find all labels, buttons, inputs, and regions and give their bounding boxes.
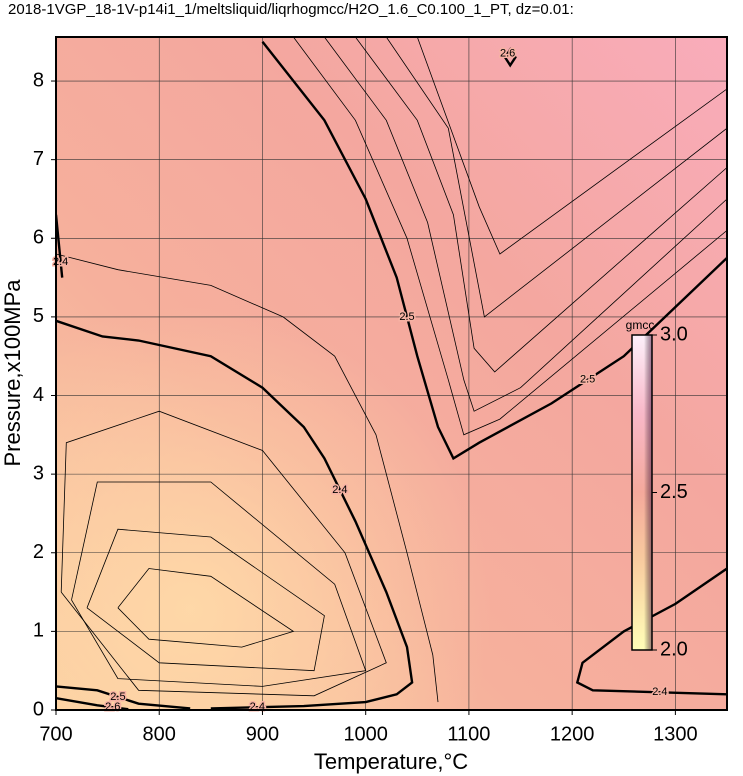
contour-label: 2.5 — [399, 311, 414, 323]
chart-title: 2018-1VGP_18-1V-p14i1_1/meltsliquid/liqr… — [8, 1, 574, 18]
contour-label: 2.5 — [580, 374, 595, 386]
contour-line — [355, 37, 727, 373]
x-tick-label: 800 — [143, 723, 176, 745]
contour-label: 2.6 — [105, 701, 120, 713]
x-tick-label: 1300 — [653, 723, 698, 745]
y-tick-label: 2 — [33, 541, 44, 563]
contour-label: 2.6 — [500, 47, 515, 59]
y-axis-title: Pressure,x100MPa — [0, 279, 25, 467]
y-tick-label: 5 — [33, 305, 44, 327]
colorbar-tick-label: 2.0 — [660, 638, 688, 660]
plot-frame — [55, 36, 728, 711]
y-tick-label: 7 — [33, 148, 44, 170]
x-axis-title: Temperature,°C — [314, 749, 468, 774]
contour-line — [117, 568, 295, 648]
colorbar-label: gmcc — [626, 318, 655, 332]
field-highlight — [56, 37, 727, 710]
contour-line — [56, 253, 439, 703]
x-tick-label: 700 — [39, 723, 72, 745]
x-tick-label: 900 — [246, 723, 279, 745]
y-tick-label: 8 — [33, 69, 44, 91]
contour-label: 2.4 — [652, 686, 667, 698]
contour-line — [385, 37, 727, 318]
y-tick-label: 3 — [33, 462, 44, 484]
contour-line — [56, 697, 129, 710]
contour-line — [56, 214, 64, 278]
y-tick-label: 0 — [33, 698, 44, 720]
contour-line — [71, 481, 367, 687]
colorbar-tick-label: 2.5 — [660, 481, 688, 503]
contour-line — [575, 567, 727, 696]
x-tick-label: 1000 — [343, 723, 388, 745]
contour-line — [56, 685, 191, 710]
axes: 700 800 900 1000 1100 1200 1300 0 1 2 3 4 5 6 7 8 — [33, 69, 698, 745]
colorbar-axis: 2.0 2.5 3.0 — [652, 323, 688, 660]
contour-line — [504, 47, 517, 68]
contour-line — [56, 319, 414, 710]
contour-line — [416, 37, 727, 255]
y-tick-label: 6 — [33, 227, 44, 249]
colorbar-tick-label: 3.0 — [660, 323, 688, 345]
x-tick-label: 1100 — [447, 723, 490, 745]
colorbar-frame — [631, 334, 653, 651]
contour-line — [261, 40, 727, 461]
y-tick-label: 4 — [33, 384, 44, 406]
contour-line — [60, 410, 387, 697]
contour-line — [293, 37, 727, 436]
y-tick-label: 1 — [33, 620, 44, 642]
x-tick-label: 1200 — [550, 723, 595, 745]
contours — [56, 37, 727, 710]
contour-line — [86, 528, 325, 672]
contour-line — [324, 37, 727, 412]
contour-label: 2.4 — [332, 484, 347, 496]
contour-label: 2.5 — [110, 691, 125, 703]
